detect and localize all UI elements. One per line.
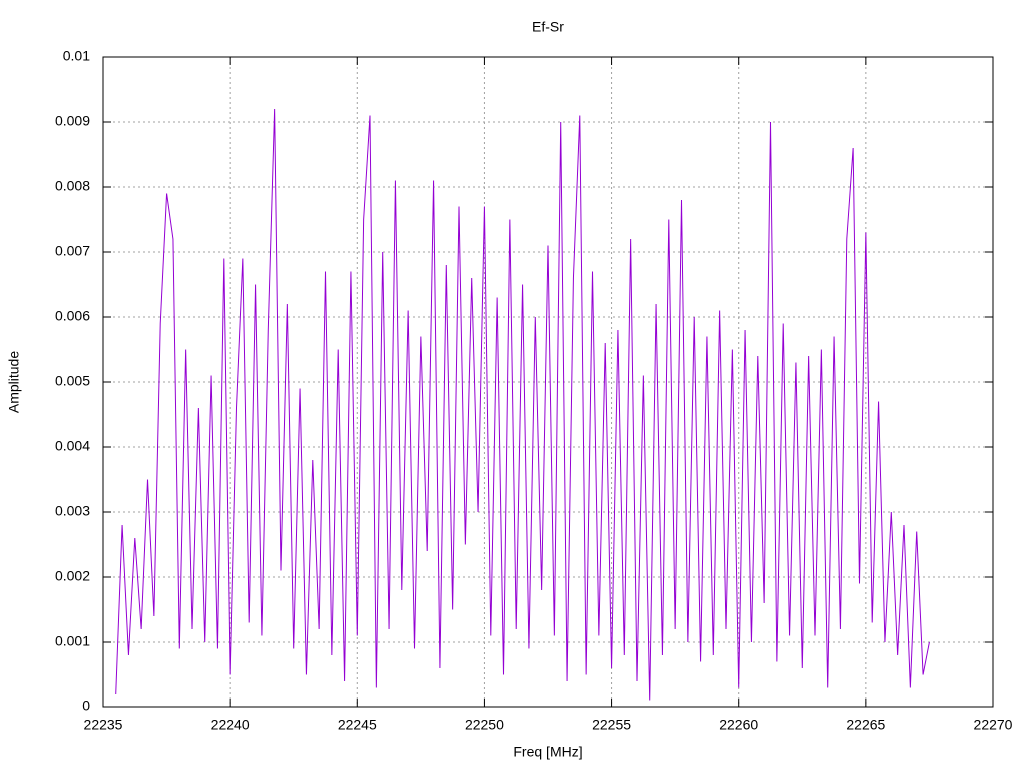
x-tick-label: 22255 [592,717,631,733]
x-tick-label: 22270 [974,717,1013,733]
y-axis-label: Amplitude [6,351,22,413]
x-tick-label: 22240 [211,717,250,733]
chart-title: Ef-Sr [532,19,564,35]
data-line [115,108,930,701]
x-tick-label: 22245 [338,717,377,733]
y-tick-label: 0.003 [55,503,90,519]
y-tick-label: 0.006 [55,308,90,324]
y-tick-label: 0.01 [63,48,90,64]
x-axis-label: Freq [MHz] [513,744,582,760]
y-tick-label: 0.005 [55,373,90,389]
y-tick-label: 0.008 [55,178,90,194]
plot-border [102,56,994,708]
y-tick-label: 0.002 [55,568,90,584]
y-tick-label: 0.001 [55,633,90,649]
x-tick-label: 22235 [84,717,123,733]
y-tick-label: 0 [82,698,90,714]
x-tick-label: 22260 [719,717,758,733]
x-tick-label: 22250 [465,717,504,733]
y-tick-label: 0.007 [55,243,90,259]
y-tick-label: 0.009 [55,113,90,129]
x-tick-label: 22265 [846,717,885,733]
y-tick-label: 0.004 [55,438,90,454]
